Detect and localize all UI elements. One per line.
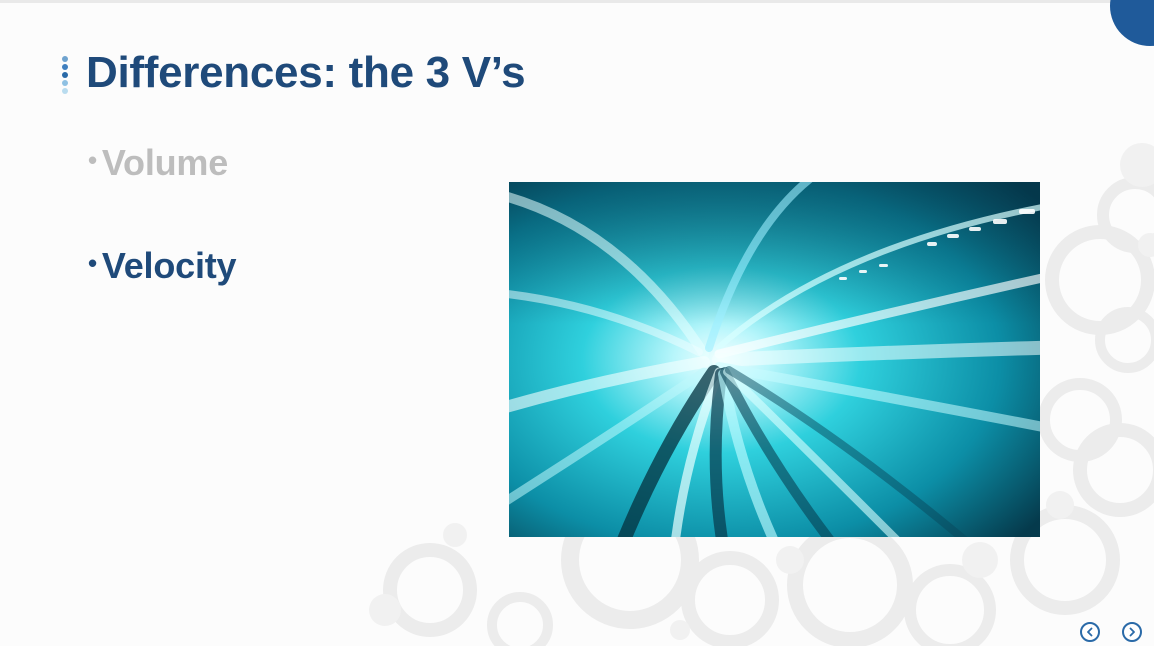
bullet-dot: • xyxy=(88,248,97,278)
bullet-label: Velocity xyxy=(101,245,237,286)
bullet-label: Volume xyxy=(101,142,229,183)
slide-title: Differences: the 3 V’s xyxy=(86,48,526,97)
velocity-tunnel-image xyxy=(509,182,1040,537)
next-slide-button[interactable] xyxy=(1122,622,1142,642)
chevron-right-icon xyxy=(1129,627,1135,637)
bullet-volume: • Volume xyxy=(88,142,228,184)
chevron-left-icon xyxy=(1087,627,1093,637)
title-accent-dots xyxy=(61,56,69,94)
top-border xyxy=(0,0,1154,3)
prev-slide-button[interactable] xyxy=(1080,622,1100,642)
bullet-dot: • xyxy=(88,145,97,175)
bullet-velocity: • Velocity xyxy=(88,245,237,287)
